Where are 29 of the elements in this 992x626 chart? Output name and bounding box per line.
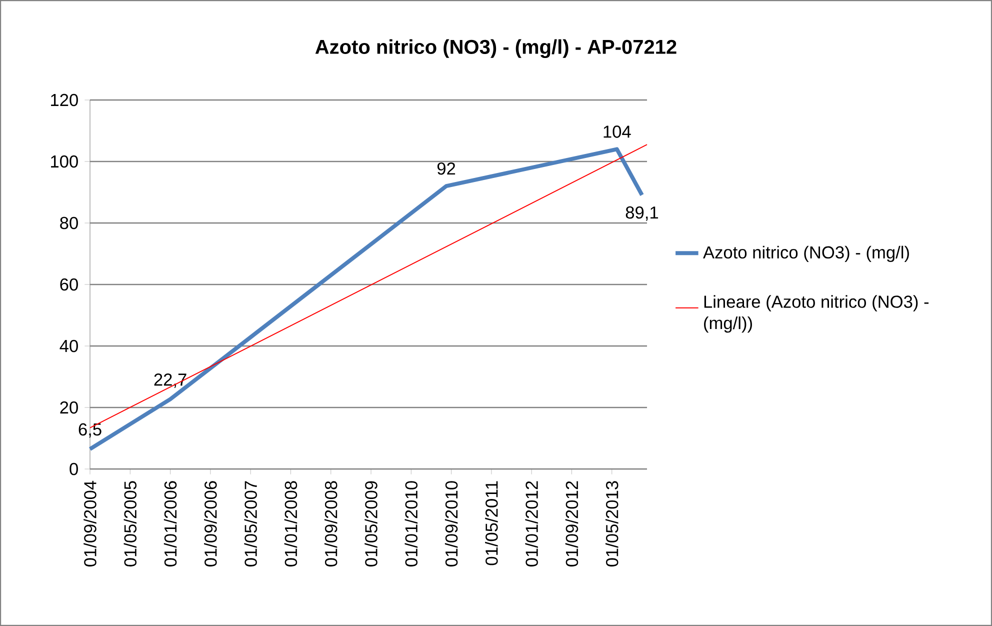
data-label: 92	[437, 162, 456, 175]
chart-title: Azoto nitrico (NO3) - (mg/l) - AP-07212	[315, 39, 676, 58]
data-label: 6,5	[78, 423, 102, 438]
x-tick-label: 01/01/2006	[164, 481, 177, 566]
y-tick-label: 20	[60, 401, 78, 414]
x-tick-label: 01/01/2012	[525, 481, 538, 566]
x-tick-label: 01/05/2009	[364, 481, 378, 566]
legend-label: Azoto nitrico (NO3) - (mg/l)	[703, 246, 909, 262]
x-tick-label: 01/09/2012	[565, 481, 578, 566]
data-label: 104	[604, 126, 631, 138]
x-tick-label: 01/05/2013	[606, 481, 618, 566]
y-tick-label: 60	[60, 278, 78, 291]
y-tick-label: 100	[51, 155, 78, 168]
x-tick-label: 01/05/2007	[244, 481, 257, 566]
x-tick-label: 01/09/2008	[324, 481, 338, 566]
y-tick-label: 120	[51, 94, 78, 106]
x-tick-label: 01/05/2005	[124, 481, 137, 566]
x-tick-label: 01/01/2010	[404, 481, 418, 566]
x-tick-label: 01/09/2004	[84, 480, 96, 566]
y-tick-label: 80	[60, 216, 78, 230]
x-tick-label: 01/05/2011	[485, 481, 498, 566]
y-tick-label: 40	[60, 340, 78, 352]
x-tick-label: 01/09/2006	[204, 481, 217, 566]
data-label: 22,7	[154, 373, 186, 388]
data-label: 89,1	[626, 206, 658, 221]
x-tick-label: 01/01/2008	[284, 481, 298, 566]
y-tick-label: 0	[70, 462, 78, 476]
x-tick-label: 01/09/2010	[444, 481, 458, 566]
legend-label: Lineare (Azoto nitrico (NO3) - (mg/l))	[704, 295, 929, 333]
